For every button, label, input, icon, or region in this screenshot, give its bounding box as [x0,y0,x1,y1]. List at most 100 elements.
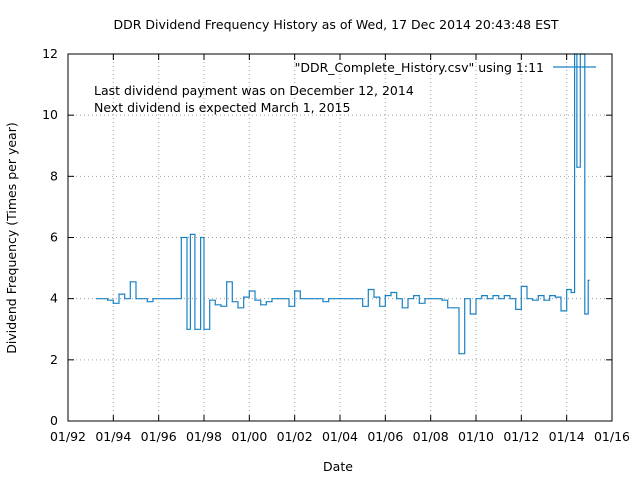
data-point [333,298,335,300]
data-point [194,328,196,330]
data-point [243,296,245,298]
y-tick-labels: 0 2 4 6 8 10 12 [42,46,58,428]
data-point [560,310,562,312]
data-point [299,298,301,300]
legend-label: "DDR_Complete_History.csv" using 1:11 [295,60,544,75]
data-point [209,299,211,301]
data-point [129,281,131,283]
data-point [124,298,126,300]
data-point [350,298,352,300]
legend: "DDR_Complete_History.csv" using 1:11 [295,60,596,75]
x-axis-label: Date [323,459,353,474]
data-point [175,298,177,300]
data-point [373,296,375,298]
data-point [435,298,437,300]
y-tick-label: 6 [50,230,58,245]
data-point [163,298,165,300]
data-point [277,298,279,300]
data-point [447,307,449,309]
y-axis-label: Dividend Frequency (Times per year) [4,122,19,353]
data-point [492,295,494,297]
data-point [328,298,330,300]
data-point [503,295,505,297]
y-tick-label: 2 [50,352,58,367]
data-point [362,305,364,307]
data-point [260,304,262,306]
data-point [367,288,369,291]
x-tick-label: 01/06 [367,429,403,444]
data-point [413,295,415,297]
data-point [356,298,358,300]
data-point [587,279,589,281]
series-line [96,53,590,355]
data-point [169,298,171,300]
data-point [146,301,148,303]
data-point [271,298,273,300]
x-tick-label: 01/16 [594,429,630,444]
annotation-last-dividend: Last dividend payment was on December 12… [94,83,414,98]
annotation-next-dividend: Next dividend is expected March 1, 2015 [94,100,350,115]
data-point [141,298,143,300]
x-tick-label: 01/08 [413,429,449,444]
series-area [95,53,590,355]
data-point [203,328,205,330]
x-tick-label: 01/00 [231,429,267,444]
data-point [566,288,568,291]
data-point [95,298,97,300]
data-point [152,298,154,300]
data-point [509,298,511,300]
chart-title: DDR Dividend Frequency History as of Wed… [113,17,558,32]
data-point [418,302,420,304]
data-point [486,298,488,300]
data-point [316,298,318,300]
y-tick-label: 4 [50,291,58,306]
data-point [576,166,578,168]
axis-ticks [67,53,613,422]
data-point [390,291,392,294]
data-point [282,298,284,300]
data-point [570,291,572,294]
data-point [305,298,307,300]
x-tick-label: 01/04 [322,429,358,444]
data-point [220,305,222,307]
data-point [498,298,500,300]
x-tick-labels: 01/92 01/94 01/96 01/98 01/00 01/02 01/04 01/06… [50,429,630,444]
data-point [554,296,556,298]
data-point [526,298,528,300]
data-point [532,299,534,301]
data-point [464,298,466,300]
x-tick-label: 01/92 [50,429,86,444]
data-point [458,353,460,355]
data-point [469,313,471,315]
x-tick-label: 01/98 [186,429,222,444]
data-point [515,308,517,310]
y-tick-label: 8 [50,168,58,183]
data-point [294,290,296,292]
data-point [118,293,120,295]
data-point [158,298,160,300]
data-point [214,304,216,306]
x-tick-label: 01/14 [549,429,585,444]
y-tick-label: 10 [42,107,58,122]
data-point [311,298,313,300]
data-point [401,307,403,309]
data-point [424,298,426,300]
data-point [186,328,188,330]
data-point [288,305,290,307]
x-tick-label: 01/02 [277,429,313,444]
data-point [396,298,398,300]
data-point [384,295,386,297]
data-point [452,307,454,309]
data-point [254,299,256,301]
data-point [322,301,324,303]
data-point [180,236,182,239]
data-point [475,298,477,300]
data-point [481,295,483,297]
y-tick-label: 12 [42,46,58,61]
data-point [345,298,347,300]
data-point [265,301,267,303]
x-tick-label: 01/94 [95,429,131,444]
data-point [407,298,409,300]
data-point [189,233,191,235]
data-point [441,299,443,301]
